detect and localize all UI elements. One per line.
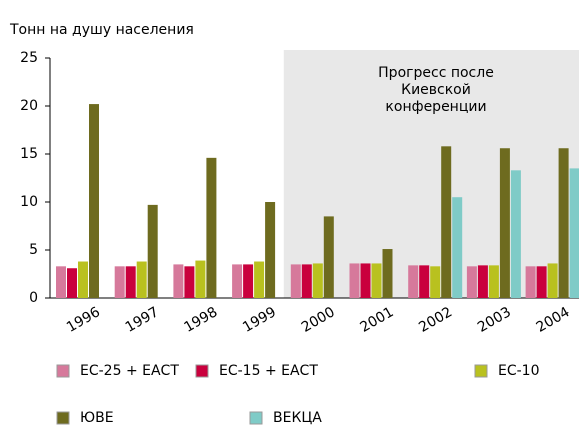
legend-swatch bbox=[56, 411, 70, 425]
bar bbox=[382, 249, 393, 298]
x-tick-label: 2003 bbox=[475, 304, 514, 336]
bar bbox=[441, 146, 452, 298]
bar bbox=[466, 266, 477, 298]
x-tick-label: 2002 bbox=[416, 304, 455, 336]
legend-swatch bbox=[474, 364, 488, 378]
x-tick-label: 1999 bbox=[240, 304, 279, 336]
bar bbox=[323, 216, 334, 298]
bar bbox=[114, 266, 125, 298]
bar bbox=[558, 148, 569, 298]
y-tick-label: 0 bbox=[29, 290, 38, 306]
bar bbox=[371, 263, 382, 298]
annotation: конференции bbox=[385, 99, 486, 115]
legend-label: ЕС-15 + ЕАСТ bbox=[219, 363, 318, 379]
bar bbox=[89, 104, 99, 298]
x-tick-label: 2004 bbox=[534, 304, 573, 336]
bar bbox=[56, 266, 66, 298]
bar bbox=[419, 265, 430, 298]
bar bbox=[477, 265, 488, 298]
y-axis-label: Тонн на душу населения bbox=[9, 22, 194, 38]
bar bbox=[488, 265, 499, 298]
bar bbox=[452, 197, 463, 298]
bar bbox=[349, 263, 360, 298]
x-tick-label: 1996 bbox=[64, 304, 103, 336]
annotation: Прогресс после bbox=[378, 65, 494, 81]
bar bbox=[184, 266, 195, 298]
x-tick-label: 2000 bbox=[299, 304, 338, 336]
bar bbox=[312, 263, 323, 298]
legend-swatch bbox=[249, 411, 263, 425]
legend-label: ЕС-25 + ЕАСТ bbox=[80, 363, 179, 379]
x-tick-label: 1997 bbox=[123, 304, 162, 336]
bar bbox=[430, 266, 441, 298]
legend-label: ЮВЕ bbox=[80, 410, 114, 426]
y-tick-label: 10 bbox=[20, 194, 38, 210]
legend-label: ВЕКЦА bbox=[273, 410, 322, 426]
y-tick-label: 20 bbox=[20, 98, 38, 114]
bar bbox=[569, 168, 579, 298]
bar bbox=[67, 268, 77, 298]
bar bbox=[78, 261, 88, 298]
bar bbox=[254, 261, 265, 298]
bar bbox=[232, 264, 243, 298]
bar bbox=[525, 266, 536, 298]
bar bbox=[265, 202, 276, 298]
bar bbox=[408, 265, 419, 298]
legend-swatch bbox=[195, 364, 209, 378]
legend-label: ЕС-10 bbox=[498, 363, 540, 379]
bar bbox=[136, 261, 147, 298]
bar bbox=[147, 204, 158, 298]
y-tick-label: 5 bbox=[29, 242, 38, 258]
bar bbox=[536, 266, 547, 298]
bar bbox=[206, 157, 217, 298]
annotation: Киевской bbox=[401, 82, 471, 98]
x-tick-label: 1998 bbox=[181, 304, 220, 336]
bar bbox=[360, 263, 371, 298]
bar bbox=[499, 148, 510, 298]
bar bbox=[125, 266, 136, 298]
y-tick-label: 15 bbox=[20, 146, 38, 162]
y-tick-label: 25 bbox=[20, 50, 38, 66]
bar bbox=[290, 264, 301, 298]
bar bbox=[195, 260, 206, 298]
bar bbox=[510, 170, 521, 298]
x-tick-label: 2001 bbox=[358, 304, 397, 336]
legend-swatch bbox=[56, 364, 70, 378]
bar bbox=[243, 264, 254, 298]
bar bbox=[547, 263, 558, 298]
bar bbox=[173, 264, 184, 298]
bar bbox=[301, 264, 312, 298]
